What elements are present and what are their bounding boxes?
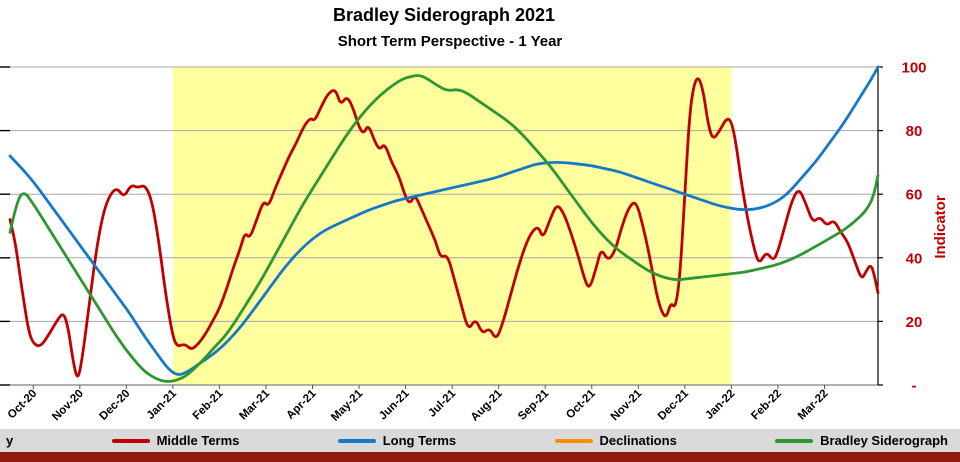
- y-tick-label: 40: [906, 250, 923, 267]
- x-tick-label: Mar-21: [237, 387, 272, 422]
- x-tick-label: Sep-21: [516, 387, 552, 423]
- chart-subtitle: Short Term Perspective - 1 Year: [337, 33, 563, 50]
- legend-item-label: Bradley Siderograph: [820, 433, 948, 448]
- legend-item-label: Declinations: [599, 433, 677, 448]
- x-tick-label: Jan-21: [145, 387, 180, 422]
- x-tick-label: Oct-20: [6, 388, 40, 422]
- legend-item: Bradley Siderograph: [775, 433, 948, 448]
- x-tick-label: Oct-21: [564, 387, 598, 421]
- x-tick-label: Nov-20: [50, 388, 86, 424]
- legend-item-label: Long Terms: [382, 433, 457, 448]
- series-line-bradley-siderograph: [8, 74, 880, 383]
- legend-line-sample: [111, 438, 150, 443]
- x-tick-label: Jul-21: [426, 387, 458, 419]
- legend-line-sample: [775, 438, 814, 443]
- x-tick-label: Feb-21: [191, 387, 226, 422]
- chart-title: Bradley Siderograph 2021: [332, 5, 556, 25]
- x-tick-label: Jun-21: [377, 387, 412, 422]
- series-line-middle-terms: [8, 77, 880, 378]
- legend-partial-label: y: [6, 433, 14, 448]
- y-tick-label: 60: [906, 187, 923, 204]
- legend-line-sample: [337, 438, 376, 443]
- legend-line-sample: [554, 438, 593, 443]
- y-tick-label: 20: [906, 314, 923, 331]
- right-axis-title: Indicator: [932, 195, 949, 259]
- x-tick-label: Dec-21: [656, 387, 692, 423]
- y-tick-label: 80: [906, 123, 923, 140]
- x-tick-label: Apr-21: [284, 387, 319, 422]
- highlight-band: [172, 67, 732, 385]
- legend-item: Declinations: [554, 433, 677, 448]
- footer-accent-bar: [0, 452, 960, 462]
- legend-item: Middle Terms: [111, 433, 240, 448]
- x-tick-label: Feb-22: [749, 388, 784, 423]
- x-tick-label: Mar-22: [796, 388, 831, 423]
- y-tick-label: 100: [901, 60, 926, 77]
- x-tick-label: Aug-21: [469, 387, 505, 423]
- legend-item: Long Terms: [337, 433, 457, 448]
- legend-item-label: Middle Terms: [156, 433, 240, 448]
- legend-bar: y Middle Terms Long Terms Declinations Brad…: [0, 429, 960, 452]
- series-line-long-terms: [8, 65, 880, 376]
- x-tick-label: Dec-20: [97, 388, 132, 423]
- x-tick-label: Jan-22: [703, 388, 737, 422]
- x-tick-label: Nov-21: [609, 387, 645, 423]
- y-tick-label: -: [912, 378, 917, 395]
- x-tick-label: May-21: [329, 387, 365, 423]
